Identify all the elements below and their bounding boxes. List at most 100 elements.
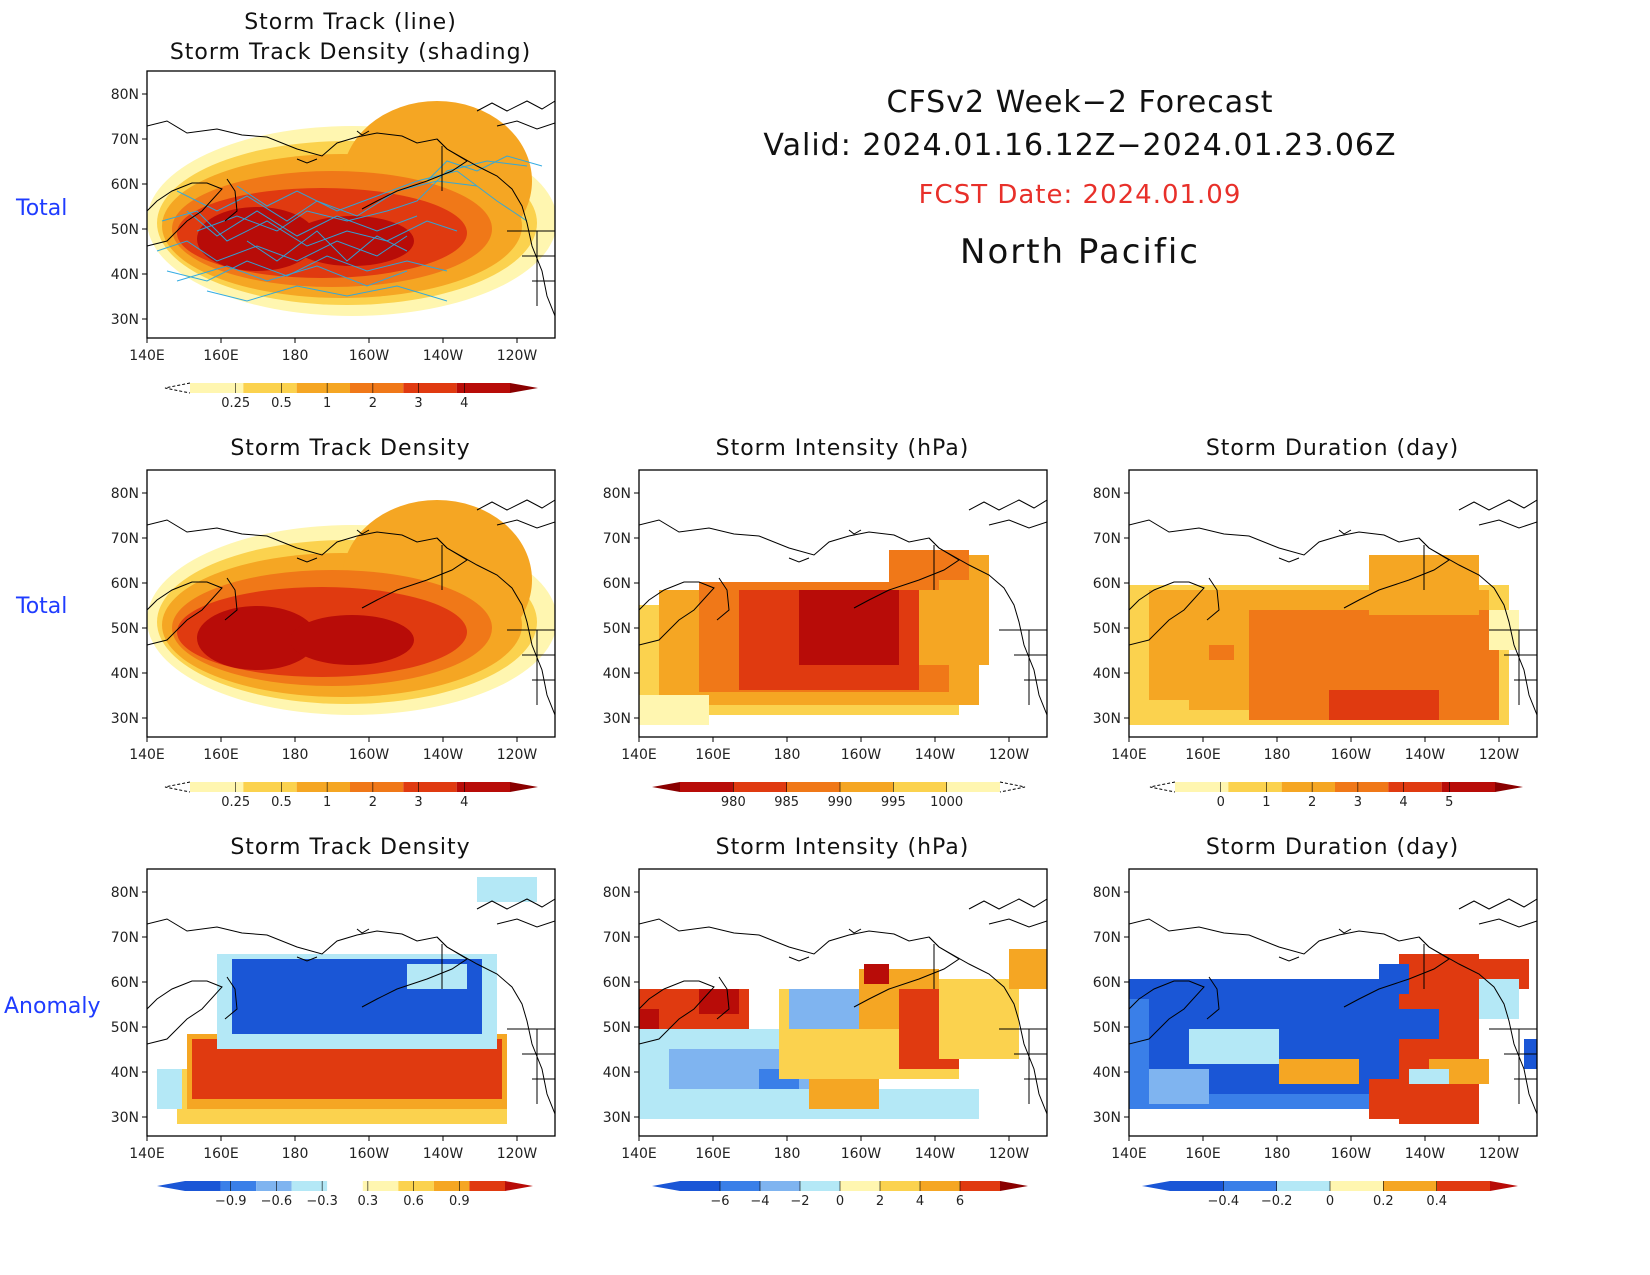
valid-period: Valid: 2024.01.16.12Z−2024.01.23.06Z (763, 128, 1397, 163)
panel-title-anom-density: Storm Track Density (230, 835, 471, 860)
lon-tick-label: 120W (497, 747, 538, 763)
lon-tick-label: 180 (774, 747, 801, 763)
colorbar-swatch (403, 782, 457, 792)
lat-tick-label: 40N (603, 1065, 631, 1081)
map-frame (146, 469, 556, 738)
lat-tick-label: 60N (1093, 975, 1121, 991)
colorbar-swatch (327, 1181, 363, 1191)
lat-tick-label: 80N (1093, 486, 1121, 502)
colorbar-swatch (786, 782, 840, 792)
colorbar-swatch (920, 1181, 960, 1191)
colorbar-label: −0.4 (1208, 1194, 1240, 1207)
colorbar-swatch (456, 782, 510, 792)
lon-tick-label: 140E (129, 747, 165, 763)
colorbar-label: 4 (460, 795, 468, 808)
colorbar-label: 0.5 (271, 795, 292, 808)
colorbar-label: 0.5 (271, 396, 292, 409)
lat-tick-label: 80N (1093, 885, 1121, 901)
lon-tick-label: 140E (621, 1146, 657, 1162)
lat-tick-label: 30N (603, 711, 631, 727)
panel-title-mid-density: Storm Track Density (230, 436, 471, 461)
field-shading (1129, 555, 1519, 725)
colorbar-swatch (680, 1181, 720, 1191)
lon-tick-label: 160E (1185, 1146, 1221, 1162)
colorbar-label: 0 (1326, 1194, 1334, 1207)
lat-tick-label: 30N (111, 1110, 139, 1126)
lat-tick-label: 50N (111, 621, 139, 637)
lat-tick-label: 80N (111, 885, 139, 901)
lat-tick-label: 50N (603, 1020, 631, 1036)
colorbar-swatch (1388, 782, 1442, 792)
lat-tick-label: 40N (111, 666, 139, 682)
lon-tick-label: 140E (1111, 747, 1147, 763)
colorbar-label: 985 (774, 795, 799, 808)
map-panel-mid-intensity: 80N 70N 60N 50N 40N 30N 140E 160E 180 160W 140W 120… (603, 469, 1048, 763)
lon-tick-label: 180 (1264, 1146, 1291, 1162)
map-panel-mid-duration: 80N 70N 60N 50N 40N 30N 140E 160E 180 160W 140W 120… (1093, 469, 1538, 763)
lat-tick-label: 30N (1093, 711, 1121, 727)
colorbar-anom-density: −0.9 −0.6 −0.3 0.3 0.6 0.9 (157, 1181, 533, 1207)
colorbar-mid-intensity: 980 985 990 995 1000 (652, 781, 1026, 808)
colorbar-swatch (840, 782, 894, 792)
colorbar-swatch (840, 1181, 880, 1191)
map-panel-anom-intensity: 80N 70N 60N 50N 40N 30N 140E 160E 180 160W 140W 120… (603, 868, 1048, 1162)
colorbar-swatch (1330, 1181, 1384, 1191)
lat-tick-label: 60N (1093, 576, 1121, 592)
colorbar-label: 4 (460, 396, 468, 409)
colorbar-swatch (291, 1181, 328, 1191)
lat-tick-label: 60N (111, 975, 139, 991)
lat-tick-label: 60N (111, 576, 139, 592)
lat-tick-label: 80N (111, 486, 139, 502)
map-panel-anom-density: 80N 70N 60N 50N 40N 30N 140E 160E 180 160W 140W 120… (111, 868, 556, 1162)
panel-title-top-line2: Storm Track Density (shading) (169, 40, 532, 65)
colorbar-swatch (1383, 1181, 1437, 1191)
coastline (639, 898, 1047, 1115)
colorbar-label: −0.6 (261, 1194, 293, 1207)
colorbar-label: 0.9 (449, 1194, 470, 1207)
colorbar-label: 1 (323, 396, 331, 409)
map-frame (1128, 469, 1538, 738)
lon-tick-label: 140W (1405, 747, 1446, 763)
colorbar-swatch (1281, 782, 1335, 792)
colorbar-swatch (1276, 1181, 1330, 1191)
region-name: North Pacific (960, 232, 1200, 272)
colorbar-swatch (456, 383, 510, 393)
map-frame (638, 868, 1048, 1137)
colorbar-arrow (505, 1181, 533, 1191)
lon-tick-label: 140E (129, 348, 165, 364)
colorbar-label: 3 (414, 795, 422, 808)
colorbar-label: −4 (750, 1194, 769, 1207)
colorbar-swatch (946, 782, 1000, 792)
coastline (1129, 898, 1537, 1115)
lat-tick-label: 80N (603, 885, 631, 901)
colorbar-swatch (1170, 1181, 1224, 1191)
colorbar-label: −0.3 (306, 1194, 338, 1207)
lon-tick-label: 160E (695, 1146, 731, 1162)
panel-title-top-line1: Storm Track (line) (244, 10, 457, 35)
lat-tick-label: 50N (1093, 621, 1121, 637)
colorbar-swatch (1175, 782, 1229, 792)
colorbar-label: 2 (876, 1194, 884, 1207)
lon-tick-label: 160W (349, 1146, 390, 1162)
colorbar-swatch (433, 1181, 470, 1191)
lat-tick-label: 70N (111, 132, 139, 148)
lon-tick-label: 160W (349, 348, 390, 364)
lon-tick-label: 160E (203, 1146, 239, 1162)
lon-tick-label: 160W (841, 747, 882, 763)
colorbar-swatch (256, 1181, 292, 1191)
lon-tick-label: 180 (282, 747, 309, 763)
colorbar-label: 0 (1217, 795, 1225, 808)
lon-tick-label: 160E (695, 747, 731, 763)
colorbar-arrow (510, 782, 538, 792)
colorbar-swatch (760, 1181, 800, 1191)
lat-tick-label: 50N (1093, 1020, 1121, 1036)
map-frame (146, 70, 556, 339)
lon-tick-label: 140W (1405, 1146, 1446, 1162)
colorbar-swatch (1436, 1181, 1490, 1191)
forecast-date: FCST Date: 2024.01.09 (918, 180, 1242, 210)
lat-tick-label: 40N (111, 267, 139, 283)
lon-tick-label: 160W (1331, 747, 1372, 763)
lat-tick-label: 40N (603, 666, 631, 682)
lon-tick-label: 140W (423, 1146, 464, 1162)
lat-tick-label: 30N (1093, 1110, 1121, 1126)
